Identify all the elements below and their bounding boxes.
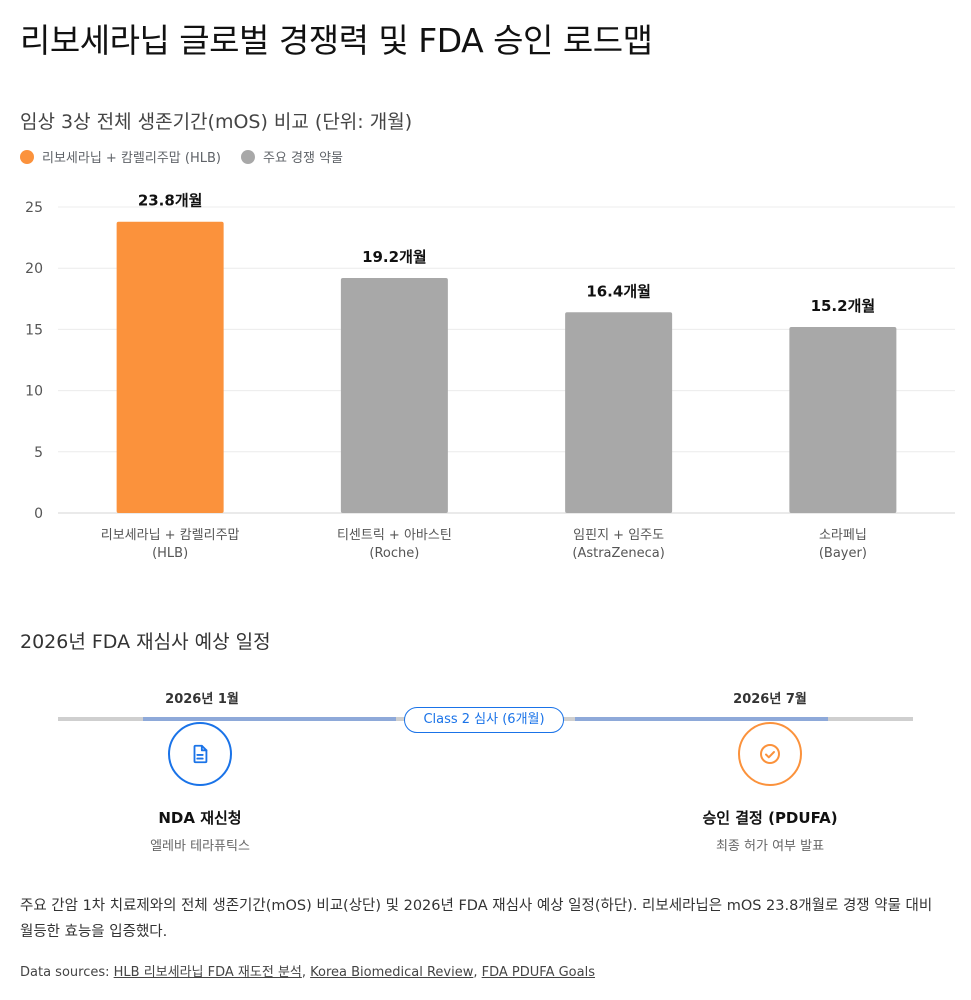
data-label: 19.2개월 xyxy=(362,248,427,266)
x-tick-label: 리보세라닙 + 캄렐리주맙 xyxy=(101,528,240,543)
data-sources: Data sources: HLB 리보세라닙 FDA 재도전 분석, Kore… xyxy=(20,965,595,980)
source-link-kbr[interactable]: Korea Biomedical Review xyxy=(310,965,474,980)
data-label: 16.4개월 xyxy=(586,282,651,300)
x-tick-label: 티센트릭 + 아바스틴 xyxy=(337,528,452,543)
bar xyxy=(340,277,448,513)
legend-label-competitors: 주요 경쟁 약물 xyxy=(262,151,344,166)
check-circle-icon xyxy=(760,744,780,764)
bar xyxy=(789,326,897,513)
end-milestone-sub: 최종 허가 여부 발표 xyxy=(715,839,825,854)
x-tick-label: (HLB) xyxy=(152,546,188,561)
sources-prefix: Data sources: xyxy=(20,965,114,980)
end-date: 2026년 7월 xyxy=(733,692,807,707)
chart-legend: 리보세라닙 + 캄렐리주맙 (HLB) 주요 경쟁 약물 xyxy=(20,147,343,166)
document-icon xyxy=(193,744,208,764)
y-tick-label: 20 xyxy=(25,261,43,277)
bar xyxy=(116,221,224,514)
legend-swatch-hlb xyxy=(20,149,34,164)
timeline-active-left xyxy=(143,717,396,721)
start-date: 2026년 1월 xyxy=(165,692,239,707)
source-link-fda[interactable]: FDA PDUFA Goals xyxy=(481,965,595,980)
start-milestone xyxy=(168,722,232,786)
x-tick-label: (Roche) xyxy=(369,546,419,561)
y-tick-label: 0 xyxy=(34,506,43,522)
end-milestone-label: 승인 결정 (PDUFA) xyxy=(702,809,838,827)
legend-item-hlb: 리보세라닙 + 캄렐리주맙 (HLB) xyxy=(20,147,221,166)
start-milestone-label: NDA 재신청 xyxy=(158,809,242,827)
data-label: 23.8개월 xyxy=(138,192,203,210)
bar xyxy=(565,312,673,513)
legend-swatch-competitors xyxy=(240,149,255,164)
end-milestone xyxy=(738,722,802,786)
page-title: 리보세라닙 글로벌 경쟁력 및 FDA 승인 로드맵 xyxy=(20,21,653,60)
source-link-hlb[interactable]: HLB 리보세라닙 FDA 재도전 분석 xyxy=(113,965,302,980)
x-tick-label: (AstraZeneca) xyxy=(572,546,664,561)
x-tick-label: 소라페닙 xyxy=(819,528,867,543)
y-tick-label: 25 xyxy=(25,200,43,216)
timeline-title: 2026년 FDA 재심사 예상 일정 xyxy=(20,631,271,653)
y-tick-label: 5 xyxy=(34,445,43,461)
y-tick-label: 15 xyxy=(25,322,43,338)
review-period-pill: Class 2 심사 (6개월) xyxy=(404,707,564,733)
figure-caption: 주요 간암 1차 치료제와의 전체 생존기간(mOS) 비교(상단) 및 202… xyxy=(20,898,933,940)
data-label: 15.2개월 xyxy=(811,297,876,315)
legend-label-hlb: 리보세라닙 + 캄렐리주맙 (HLB) xyxy=(42,151,221,166)
legend-item-competitors: 주요 경쟁 약물 xyxy=(240,147,344,166)
start-milestone-sub: 엘레바 테라퓨틱스 xyxy=(150,839,250,854)
timeline-active-right xyxy=(575,717,828,721)
fda-timeline: 2026년 1월 2026년 7월 Class 2 심사 (6개월) NDA 재… xyxy=(0,670,971,870)
chart-title: 임상 3상 전체 생존기간(mOS) 비교 (단위: 개월) xyxy=(20,111,413,133)
x-tick-label: 임핀지 + 임주도 xyxy=(573,528,664,543)
x-tick-label: (Bayer) xyxy=(819,546,867,561)
y-tick-label: 10 xyxy=(25,384,43,400)
